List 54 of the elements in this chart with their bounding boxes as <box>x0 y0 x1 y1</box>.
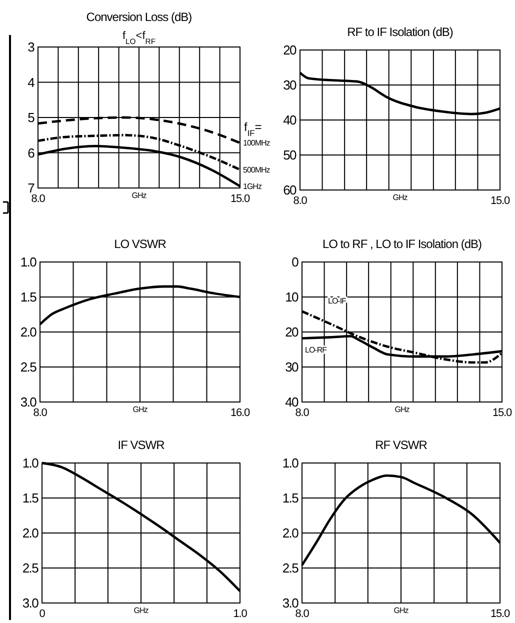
y-tick-label: 3.0 <box>22 596 39 611</box>
y-tick-label: 2.5 <box>20 360 37 375</box>
x-tick-label: 1.0 <box>233 608 248 620</box>
x-axis-title: GHz <box>394 405 410 414</box>
y-tick-label: 0 <box>292 254 299 270</box>
y-tick-label: 20 <box>285 324 299 340</box>
x-tick-label: 8.0 <box>295 608 310 620</box>
x-tick-label: 15.0 <box>492 407 512 419</box>
y-tick-label: 1.0 <box>22 456 39 471</box>
y-tick-label: 2.0 <box>22 526 39 541</box>
chart-subtitle: f$_{LO}$<f$_{RF}$ <box>122 30 156 46</box>
y-tick-label: 3 <box>28 40 35 55</box>
chart-title: LO VSWR <box>114 237 167 251</box>
x-axis-title: GHz <box>134 606 149 615</box>
x-axis-title: GHz <box>394 606 409 615</box>
legend-title: f$_{IF}$= <box>244 120 262 138</box>
chart-title: RF to IF Isolation (dB) <box>347 25 454 39</box>
x-tick-label: 15.0 <box>490 195 510 207</box>
x-tick-label: 8.0 <box>293 195 308 207</box>
x-axis-title: GHz <box>392 193 408 202</box>
y-tick-label: 2.0 <box>20 324 37 340</box>
y-tick-label: 6 <box>28 145 35 160</box>
y-tick-label: 50 <box>283 148 297 163</box>
chart-title: IF VSWR <box>118 438 166 452</box>
y-tick-label: 5 <box>28 110 35 126</box>
x-axis-title: GHz <box>132 405 148 414</box>
y-tick-label: 2.5 <box>22 560 39 576</box>
y-tick-label: 20 <box>283 42 297 58</box>
chart-title: Conversion Loss (dB) <box>86 10 192 24</box>
y-tick-label: 10 <box>285 290 299 305</box>
y-tick-label: 1.5 <box>282 490 299 506</box>
x-tick-label: 8.0 <box>31 193 46 205</box>
series-label: 1GHz <box>243 182 262 192</box>
series-label: 500MHz <box>243 165 270 174</box>
y-tick-label: 1.5 <box>22 490 39 506</box>
x-tick-label: 8.0 <box>33 407 48 419</box>
y-tick-label: 2.5 <box>282 560 299 576</box>
x-tick-label: 16.0 <box>230 407 250 419</box>
y-tick-label: 40 <box>283 112 297 128</box>
y-tick-label: 1.0 <box>20 254 37 270</box>
x-axis-title: GHz <box>132 191 147 200</box>
x-tick-label: 15.0 <box>490 608 510 620</box>
y-tick-label: 2.0 <box>282 526 299 541</box>
y-tick-label: 30 <box>285 360 299 375</box>
x-tick-label: 15.0 <box>230 193 250 205</box>
y-tick-label: 1.0 <box>282 456 299 471</box>
y-tick-label: 4 <box>28 74 35 90</box>
chart-title: RF VSWR <box>375 438 428 452</box>
x-tick-label: 8.0 <box>295 407 310 419</box>
y-tick-label: 1.5 <box>20 290 37 305</box>
series-label: 100MHz <box>243 138 270 148</box>
y-tick-label: 30 <box>283 78 297 93</box>
series-label: LO-IF <box>328 296 347 306</box>
chart-title: LO to RF , LO to IF Isolation (dB) <box>322 237 482 251</box>
